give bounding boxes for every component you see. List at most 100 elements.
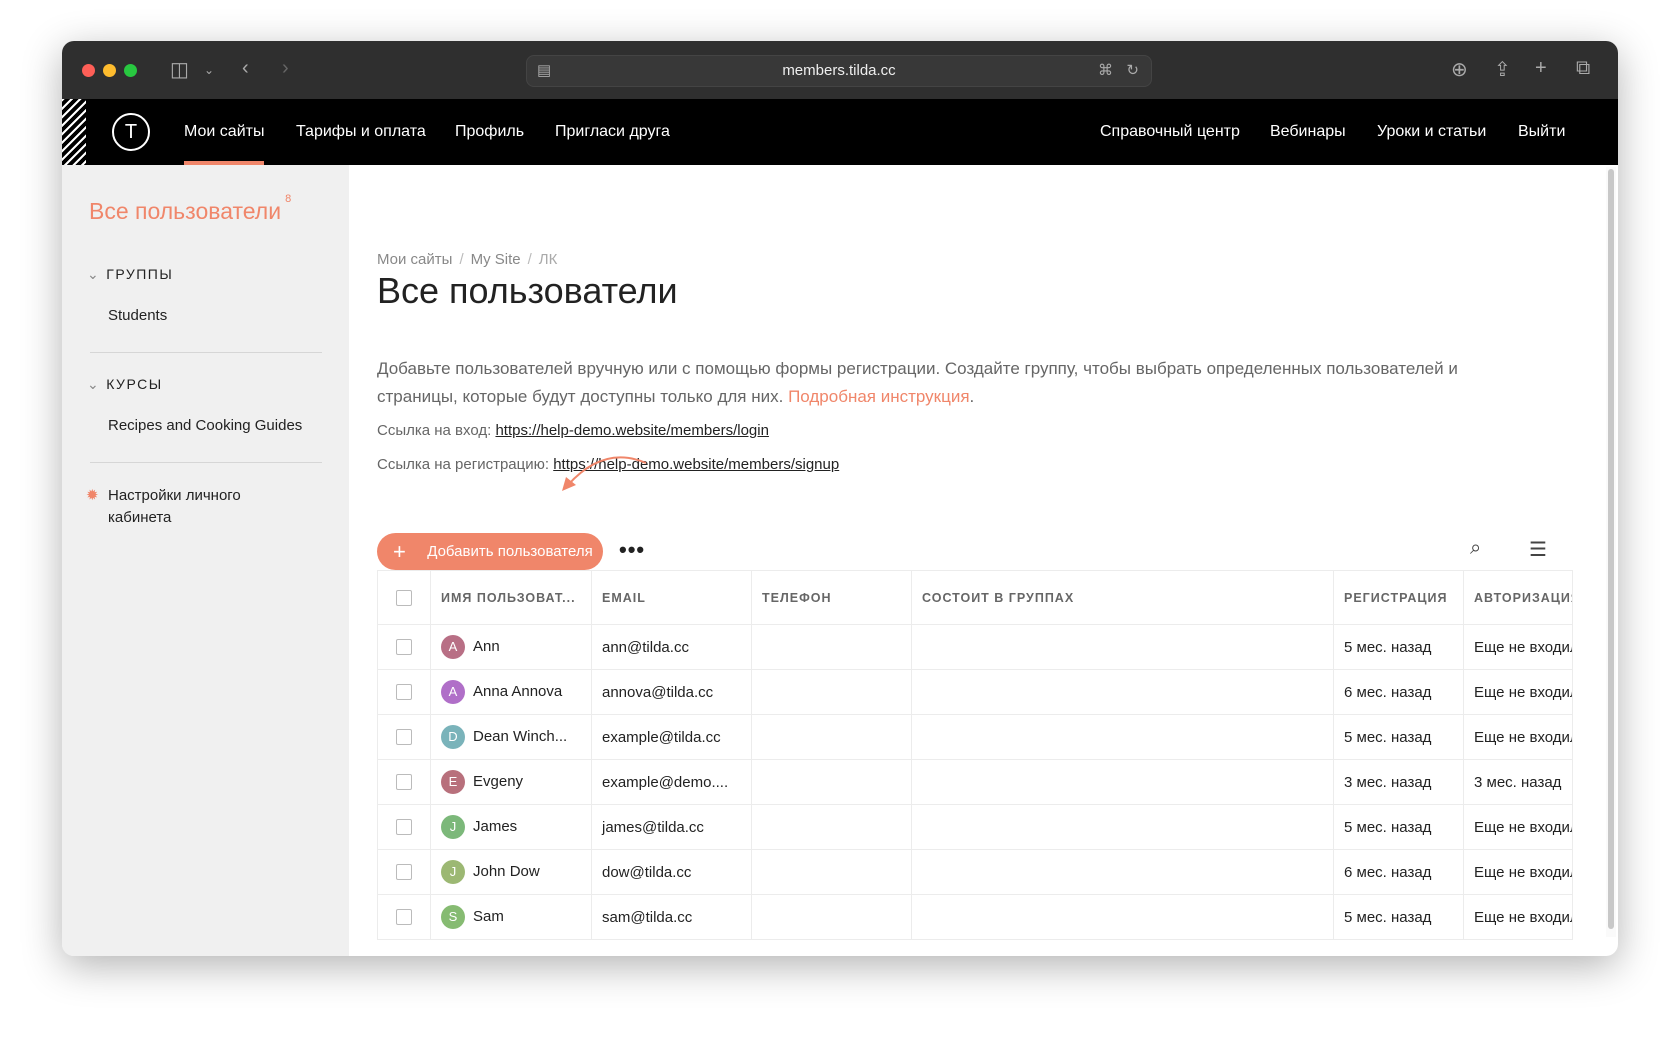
- courses-heading-label: КУРСЫ: [106, 376, 163, 392]
- minimize-button[interactable]: [103, 64, 116, 77]
- authorization-cell: Еще не входил: [1463, 714, 1573, 760]
- reader-icon[interactable]: ▤: [537, 62, 552, 79]
- phone-cell: [751, 849, 912, 895]
- name-cell[interactable]: A Ann: [430, 624, 592, 670]
- instruction-link[interactable]: Подробная инструкция: [788, 387, 970, 406]
- sidebar-group-students[interactable]: Students: [108, 307, 168, 324]
- reload-icon[interactable]: ↻: [1126, 62, 1139, 79]
- avatar: J: [441, 860, 465, 884]
- select-all-checkbox[interactable]: [396, 589, 412, 606]
- phone-cell: [751, 714, 912, 760]
- authorization-cell: 3 мес. назад: [1463, 759, 1573, 805]
- header-registration[interactable]: РЕГИСТРАЦИЯ: [1333, 570, 1464, 625]
- nav-webinars[interactable]: Вебинары: [1270, 123, 1346, 140]
- nav-lessons[interactable]: Уроки и статьи: [1377, 123, 1487, 140]
- nav-my-sites[interactable]: Мои сайты: [184, 123, 265, 165]
- name-cell[interactable]: S Sam: [430, 894, 592, 940]
- header-phone[interactable]: ТЕЛЕФОН: [751, 570, 912, 625]
- sidebar-course-recipes[interactable]: Recipes and Cooking Guides: [108, 417, 303, 434]
- authorization-cell: Еще не входил: [1463, 849, 1573, 895]
- header-name[interactable]: ИМЯ ПОЛЬЗОВАТ...: [430, 570, 592, 625]
- url-text: members.tilda.cc: [782, 62, 896, 79]
- email-cell: james@tilda.cc: [591, 804, 752, 850]
- sidebar-all-users[interactable]: Все пользователи 8: [89, 193, 291, 225]
- row-checkbox[interactable]: [396, 639, 412, 655]
- address-bar[interactable]: ▤ members.tilda.cc ⌘ ↻: [526, 55, 1152, 87]
- authorization-cell: Еще не входил: [1463, 669, 1573, 715]
- groups-heading[interactable]: ⌄ ГРУППЫ: [87, 266, 173, 283]
- user-name: Anna Annova: [473, 682, 563, 700]
- filter-icon[interactable]: ☰: [1529, 539, 1547, 561]
- user-name: Ann: [473, 637, 500, 655]
- scrollbar-thumb[interactable]: [1608, 169, 1614, 929]
- table-row[interactable]: S Sam sam@tilda.cc 5 мес. назад Еще не вх…: [377, 894, 1573, 940]
- signup-url-link[interactable]: https://help-demo.website/members/signup: [553, 456, 840, 473]
- nav-invite[interactable]: Пригласи друга: [555, 123, 670, 140]
- chevron-down-icon: ⌄: [87, 266, 101, 282]
- search-icon[interactable]: ⌕: [1470, 537, 1482, 559]
- table-row[interactable]: A Anna Annova annova@tilda.cc 6 мес. наза…: [377, 669, 1573, 715]
- sidebar-settings[interactable]: ✹ Настройки личного кабинета: [86, 485, 288, 529]
- row-checkbox[interactable]: [396, 729, 412, 745]
- maximize-button[interactable]: [124, 64, 137, 77]
- registration-cell: 5 мес. назад: [1333, 804, 1464, 850]
- table-row[interactable]: J James james@tilda.cc 5 мес. назад Еще н…: [377, 804, 1573, 850]
- nav-help-center[interactable]: Справочный центр: [1100, 123, 1240, 140]
- add-user-button[interactable]: + Добавить пользователя: [377, 533, 603, 570]
- courses-heading[interactable]: ⌄ КУРСЫ: [87, 376, 163, 393]
- sidebar-title: Все пользователи: [89, 198, 282, 224]
- user-name: Sam: [473, 907, 504, 925]
- share-icon[interactable]: ⇪: [1494, 59, 1511, 81]
- divider: [90, 462, 322, 463]
- breadcrumb-my-sites[interactable]: Мои сайты: [377, 251, 453, 268]
- row-select-cell: [377, 849, 431, 895]
- name-cell[interactable]: J John Dow: [430, 849, 592, 895]
- scrollbar[interactable]: [1606, 167, 1616, 937]
- tilda-logo[interactable]: T: [112, 113, 150, 151]
- name-cell[interactable]: J James: [430, 804, 592, 850]
- login-url-link[interactable]: https://help-demo.website/members/login: [495, 422, 769, 439]
- authorization-cell: Еще не входил: [1463, 894, 1573, 940]
- name-cell[interactable]: D Dean Winch...: [430, 714, 592, 760]
- tabs-overview-icon[interactable]: ⧉: [1576, 57, 1591, 79]
- groups-cell: [911, 894, 1334, 940]
- table-row[interactable]: J John Dow dow@tilda.cc 6 мес. назад Еще …: [377, 849, 1573, 895]
- page-title: Все пользователи: [377, 270, 678, 311]
- nav-tariffs[interactable]: Тарифы и оплата: [296, 123, 426, 140]
- row-checkbox[interactable]: [396, 864, 412, 880]
- header-email[interactable]: EMAIL: [591, 570, 752, 625]
- header-groups[interactable]: СОСТОИТ В ГРУППАХ: [911, 570, 1334, 625]
- back-icon[interactable]: ‹: [242, 57, 249, 79]
- chevron-down-icon[interactable]: ⌄: [204, 63, 215, 77]
- nav-logout[interactable]: Выйти: [1518, 123, 1566, 140]
- user-name: John Dow: [473, 862, 540, 880]
- breadcrumb-site[interactable]: My Site: [470, 251, 521, 268]
- row-checkbox[interactable]: [396, 684, 412, 700]
- breadcrumb-current: ЛК: [538, 251, 558, 268]
- close-button[interactable]: [82, 64, 95, 77]
- signup-link-row: Ссылка на регистрацию: https://help-demo…: [377, 456, 839, 473]
- registration-cell: 6 мес. назад: [1333, 669, 1464, 715]
- table-row[interactable]: A Ann ann@tilda.cc 5 мес. назад Еще не вх…: [377, 624, 1573, 670]
- translate-icon[interactable]: ⌘: [1098, 62, 1113, 79]
- registration-cell: 5 мес. назад: [1333, 714, 1464, 760]
- table-header-row: ИМЯ ПОЛЬЗОВАТ... EMAIL ТЕЛЕФОН СОСТОИТ В…: [377, 570, 1573, 625]
- table-row[interactable]: E Evgeny example@demo.... 3 мес. назад 3 …: [377, 759, 1573, 805]
- row-select-cell: [377, 669, 431, 715]
- name-cell[interactable]: E Evgeny: [430, 759, 592, 805]
- browser-window: ◫ ⌄ ‹ › ▤ members.tilda.cc ⌘ ↻ ⊕ ⇪ + ⧉ T…: [62, 41, 1618, 956]
- sidebar-toggle-icon[interactable]: ◫: [170, 59, 189, 81]
- row-checkbox[interactable]: [396, 909, 412, 925]
- row-checkbox[interactable]: [396, 819, 412, 835]
- table-row[interactable]: D Dean Winch... example@tilda.cc 5 мес. н…: [377, 714, 1573, 760]
- avatar: A: [441, 680, 465, 704]
- more-options-icon[interactable]: •••: [619, 537, 646, 562]
- download-icon[interactable]: ⊕: [1451, 59, 1468, 81]
- page-description: Добавьте пользователей вручную или с пом…: [377, 359, 1458, 406]
- header-authorization[interactable]: АВТОРИЗАЦИЯ: [1463, 570, 1573, 625]
- name-cell[interactable]: A Anna Annova: [430, 669, 592, 715]
- nav-profile[interactable]: Профиль: [455, 123, 525, 140]
- email-cell: annova@tilda.cc: [591, 669, 752, 715]
- row-checkbox[interactable]: [396, 774, 412, 790]
- new-tab-icon[interactable]: +: [1535, 57, 1547, 79]
